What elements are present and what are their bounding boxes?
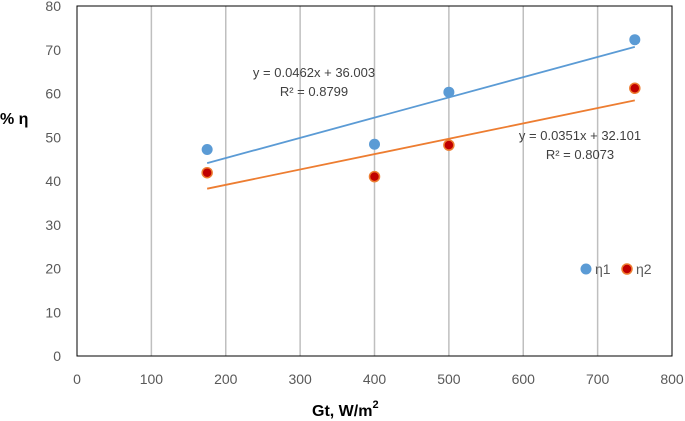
x-tick-label: 200 xyxy=(214,371,238,387)
data-point-eta1 xyxy=(443,86,455,98)
x-tick-label: 600 xyxy=(512,371,536,387)
y-axis-title: % η xyxy=(0,111,28,128)
x-tick-label: 100 xyxy=(140,371,164,387)
y-tick-label: 30 xyxy=(45,217,61,233)
x-tick-label: 300 xyxy=(288,371,312,387)
data-point-eta2 xyxy=(443,139,455,151)
y-tick-labels: 0 10 20 30 40 50 60 70 80 xyxy=(45,0,61,364)
legend-label-eta1: η1 xyxy=(595,261,611,277)
legend-label-eta2: η2 xyxy=(636,261,652,277)
x-tick-label: 500 xyxy=(437,371,461,387)
r-squared-eta1: R² = 0.8799 xyxy=(280,84,348,99)
y-tick-label: 20 xyxy=(45,261,61,277)
x-tick-labels: 0 100 200 300 400 500 600 700 800 xyxy=(73,371,684,387)
x-axis-title: Gt, W/m2 xyxy=(312,399,379,420)
x-tick-label: 400 xyxy=(363,371,387,387)
equation-eta2: y = 0.0351x + 32.101 xyxy=(519,128,641,143)
y-tick-label: 60 xyxy=(45,86,61,102)
x-axis-title-main: Gt, W/m xyxy=(312,403,372,420)
legend: η1 η2 xyxy=(580,261,652,277)
r-squared-eta2: R² = 0.8073 xyxy=(546,147,614,162)
data-point-eta2 xyxy=(629,82,641,94)
data-point-eta1 xyxy=(201,144,213,155)
y-tick-label: 70 xyxy=(45,42,61,58)
trendline-eta2 xyxy=(206,99,635,190)
plot-area-border xyxy=(76,5,673,357)
trendline-eta1 xyxy=(206,46,636,164)
y-tick-label: 40 xyxy=(45,173,61,189)
data-point-eta2 xyxy=(368,170,381,183)
y-tick-label: 0 xyxy=(53,348,61,364)
legend-marker-eta2 xyxy=(621,263,633,275)
x-tick-label: 700 xyxy=(586,371,610,387)
x-axis-title-superscript: 2 xyxy=(372,399,378,411)
trendlines xyxy=(206,46,636,190)
x-tick-label: 0 xyxy=(73,371,81,387)
data-point-eta1 xyxy=(629,34,641,46)
legend-marker-eta1 xyxy=(580,263,592,275)
x-tick-label: 800 xyxy=(660,371,684,387)
data-points xyxy=(201,34,641,183)
y-tick-label: 80 xyxy=(45,0,61,14)
gridlines xyxy=(150,6,599,356)
y-tick-label: 10 xyxy=(45,304,61,320)
data-point-eta2 xyxy=(201,166,213,179)
y-tick-label: 50 xyxy=(45,129,61,145)
data-point-eta1 xyxy=(369,138,380,150)
equation-eta1: y = 0.0462x + 36.003 xyxy=(253,65,375,80)
